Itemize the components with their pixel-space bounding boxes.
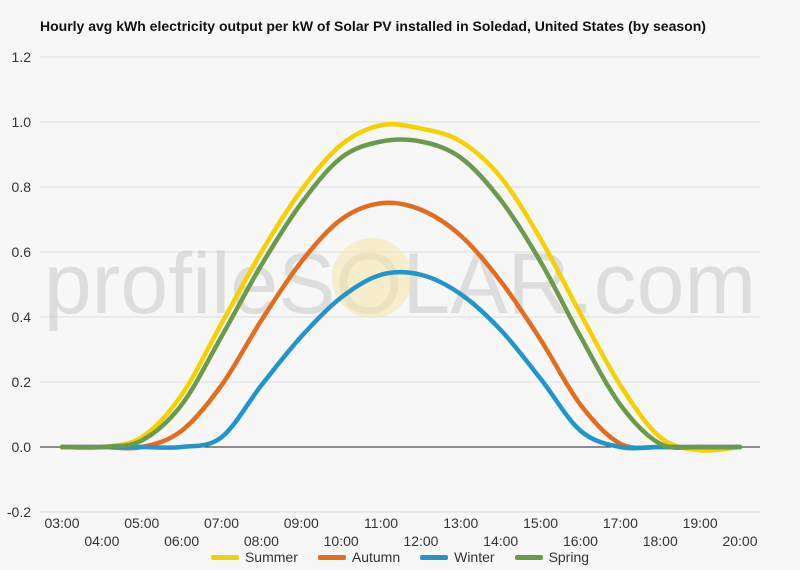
x-tick-label: 17:00 <box>603 515 638 531</box>
x-tick-label: 03:00 <box>44 515 79 531</box>
series-lines <box>59 121 743 453</box>
y-axis: -0.2 0.0 0.2 0.4 0.6 0.8 1.0 1.2 <box>7 49 31 520</box>
y-tick-label: 0.8 <box>12 179 32 195</box>
x-tick-label: 10:00 <box>324 533 359 549</box>
legend-item-winter[interactable]: Winter <box>420 549 495 565</box>
y-tick-label: -0.2 <box>7 504 31 520</box>
legend-item-summer[interactable]: Summer <box>210 549 298 565</box>
x-tick-label: 14:00 <box>483 533 518 549</box>
x-tick-label: 08:00 <box>244 533 279 549</box>
legend-label: Summer <box>244 549 298 565</box>
y-tick-label: 1.2 <box>12 49 32 65</box>
legend-swatch <box>317 554 346 560</box>
series-line-autumn <box>59 200 743 451</box>
x-tick-label: 13:00 <box>443 515 478 531</box>
y-tick-label: 0.2 <box>12 374 32 390</box>
x-tick-label: 20:00 <box>722 533 757 549</box>
x-tick-label: 16:00 <box>563 533 598 549</box>
x-tick-label: 05:00 <box>124 515 159 531</box>
legend: Summer Autumn Winter Spring <box>0 549 800 565</box>
x-tick-label: 18:00 <box>643 533 678 549</box>
legend-swatch <box>514 554 543 560</box>
x-tick-label: 19:00 <box>683 515 718 531</box>
legend-label: Winter <box>454 549 495 565</box>
legend-swatch <box>420 554 449 560</box>
x-tick-label: 07:00 <box>204 515 239 531</box>
x-tick-label: 11:00 <box>364 515 398 531</box>
x-tick-label: 04:00 <box>84 533 119 549</box>
y-tick-label: 0.6 <box>12 244 32 260</box>
x-tick-label: 09:00 <box>284 515 319 531</box>
x-tick-label: 06:00 <box>164 533 199 549</box>
legend-label: Spring <box>548 549 590 565</box>
series-line-spring <box>59 137 743 451</box>
series-line-summer <box>59 121 743 453</box>
x-tick-label: 15:00 <box>523 515 558 531</box>
x-tick-label: 12:00 <box>403 533 438 549</box>
y-tick-label: 0.0 <box>12 439 32 455</box>
y-tick-label: 0.4 <box>12 309 32 325</box>
chart-title: Hourly avg kWh electricity output per kW… <box>40 18 706 34</box>
legend-item-spring[interactable]: Spring <box>514 549 590 565</box>
legend-label: Autumn <box>351 549 401 565</box>
y-tick-label: 1.0 <box>12 114 32 130</box>
series-line-winter <box>59 269 743 451</box>
legend-item-autumn[interactable]: Autumn <box>317 549 401 565</box>
x-axis: 03:00 04:00 05:00 06:00 07:00 08:00 09:00 10:00… <box>44 515 757 549</box>
legend-swatch <box>210 554 239 560</box>
